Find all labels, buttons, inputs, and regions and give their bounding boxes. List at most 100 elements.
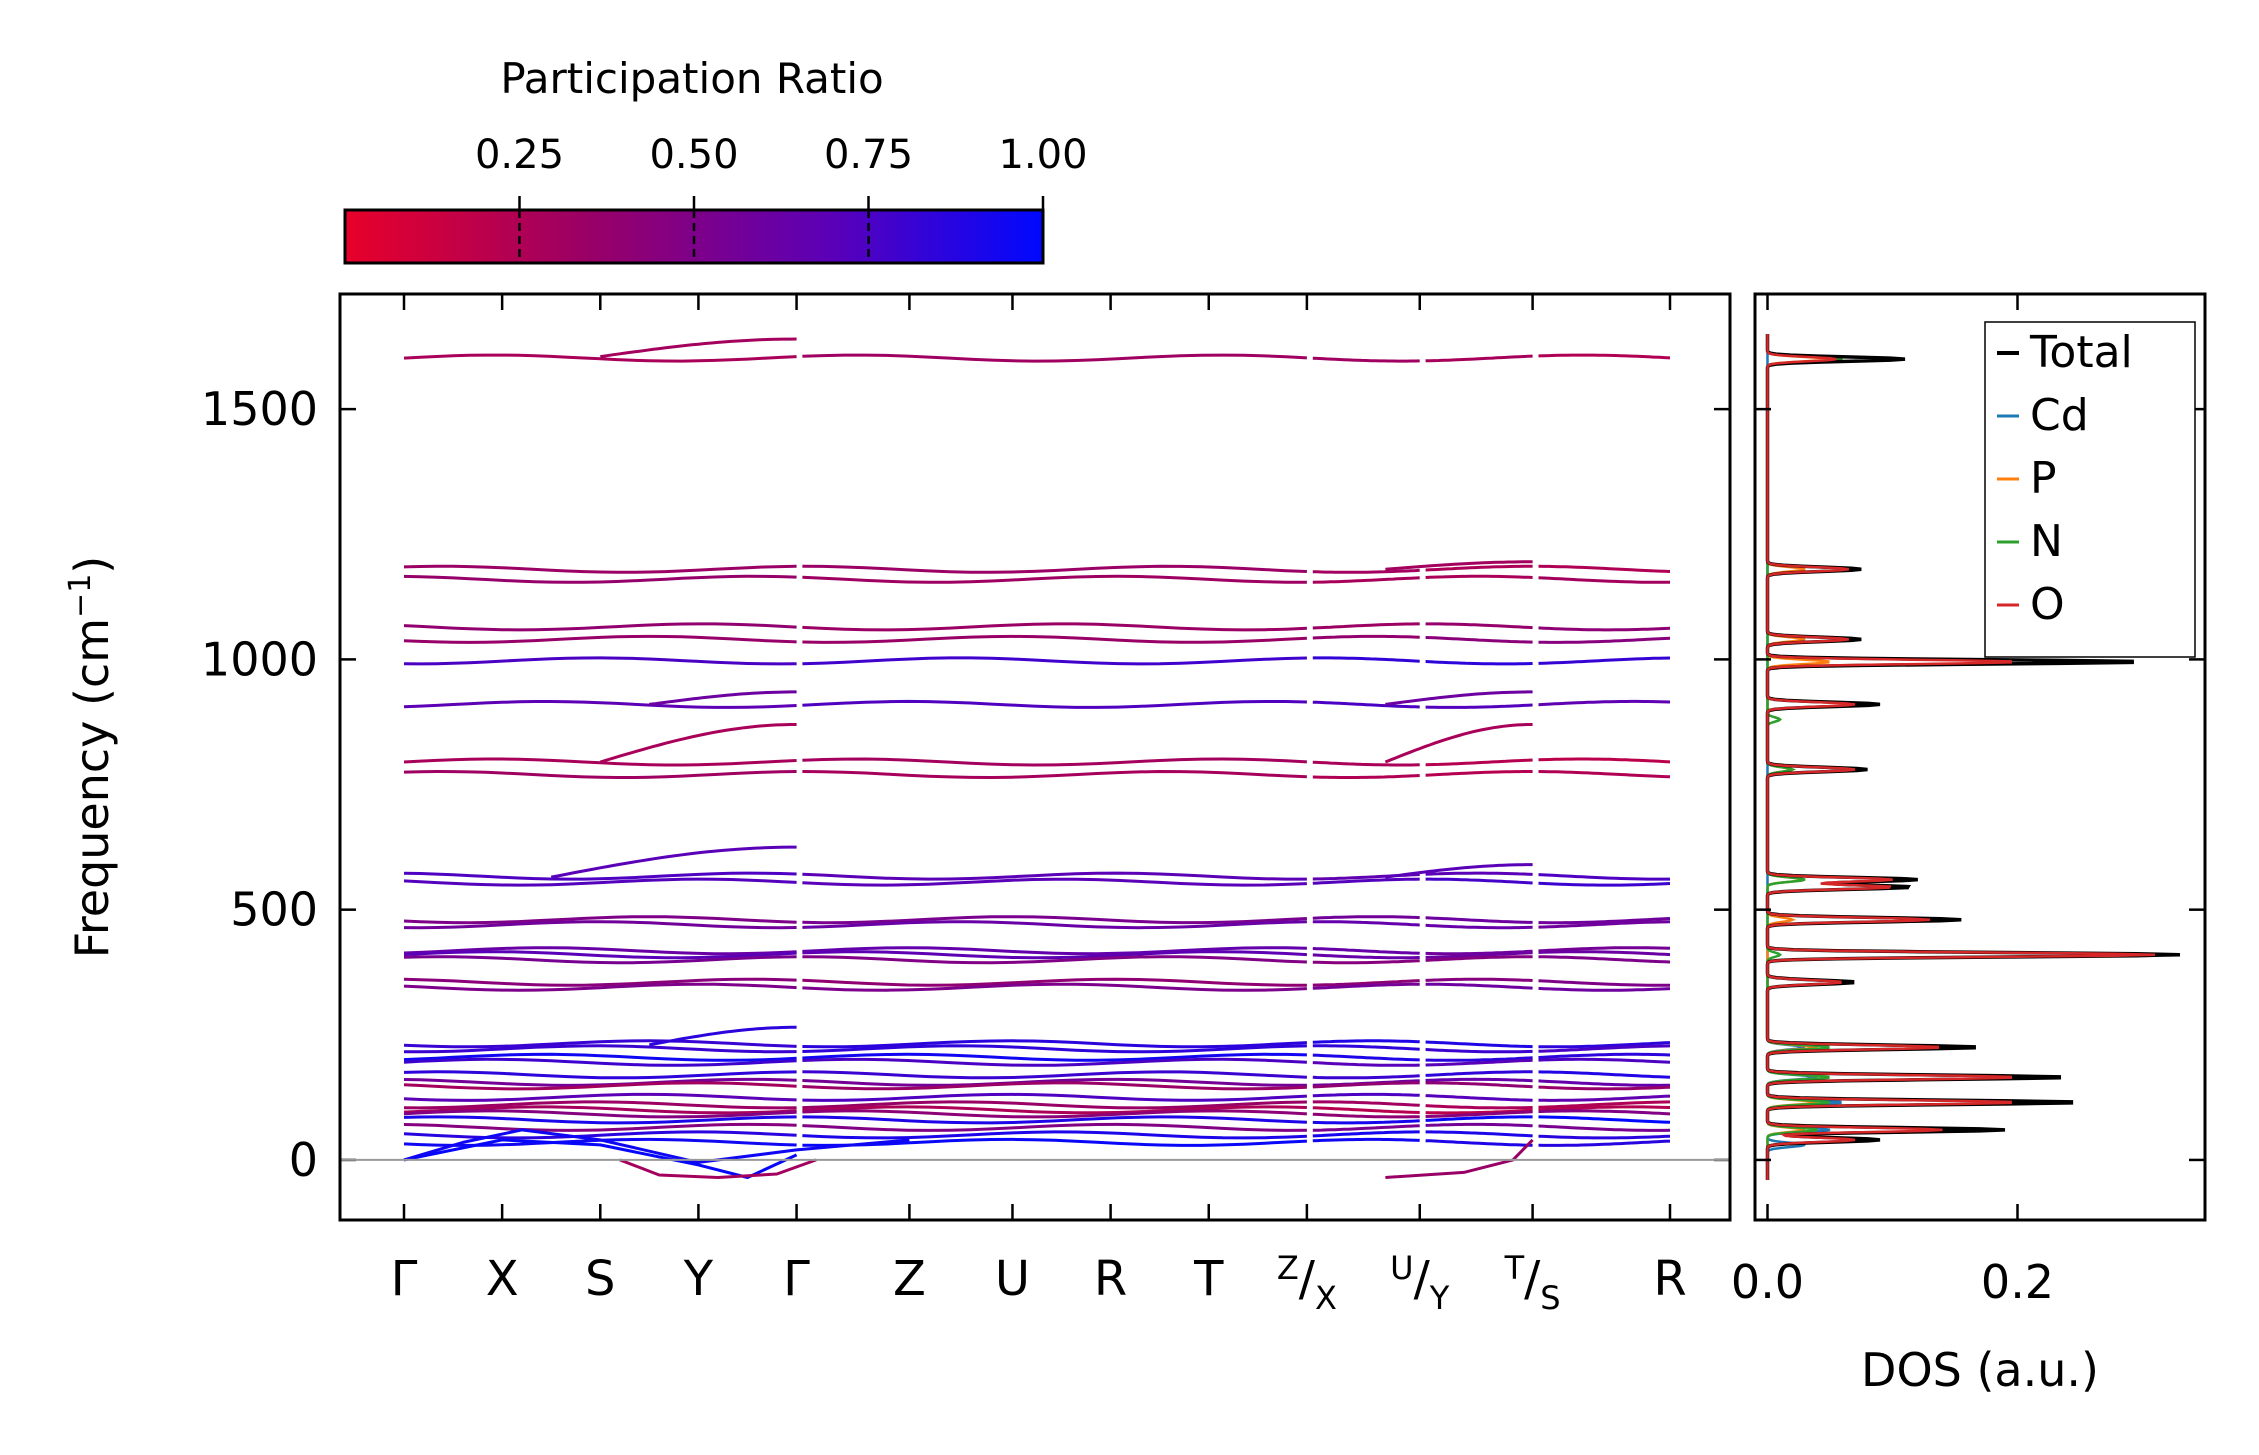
band-line-dispersive [1385,863,1533,879]
band-line [802,1109,1307,1119]
legend-label: Cd [2030,390,2089,441]
band-line-dispersive [550,845,797,879]
band-line [1312,1100,1420,1107]
band-line [802,915,1307,925]
band-line [1538,1079,1670,1087]
band-line [802,757,1307,767]
colorbar-tick-label: 0.75 [824,132,913,178]
band-line [1538,1115,1671,1124]
band-line [1312,979,1420,987]
band-line [1312,760,1420,767]
band-line [403,656,797,666]
band-line [1425,1058,1533,1067]
legend-label: N [2030,516,2063,567]
band-line [1538,917,1671,925]
band-line [1425,622,1533,630]
band-line [1425,951,1533,959]
band-line [802,1100,1307,1110]
band-line [802,1092,1307,1102]
dos-x-tick-label: 0.2 [1981,1255,2054,1309]
band-line [802,564,1307,574]
band-line [802,1052,1307,1062]
band-line [403,915,797,925]
y-axis-label: Frequency (cm−1) [63,556,119,959]
k-point-label: T [1193,1251,1224,1307]
band-line [1425,1130,1533,1138]
band-line [1312,1124,1420,1132]
band-line [802,1070,1307,1080]
colorbar-title: Participation Ratio [500,54,883,103]
colorbar-ticks: 0.25 0.50 0.75 1.00 [475,132,1088,263]
band-line [1425,916,1533,924]
k-point-label: X [486,1251,519,1307]
band-line [1425,636,1533,644]
band-line [403,1115,797,1125]
band-line [1425,871,1533,876]
band-line [1538,576,1670,584]
band-line [1538,920,1671,929]
band-line [802,955,1307,965]
band-line [1425,1048,1533,1054]
band-line [1538,1139,1671,1147]
band-structure-panel: 0 500 1000 1500 Γ X S Y Γ Z U R T Z/X U/Y T/S R Frequenc… [63,292,1732,1317]
band-line [1538,955,1671,964]
band-line [1312,1081,1420,1089]
band-line [403,950,797,960]
band-line [403,574,797,584]
band-line [1538,1105,1671,1112]
legend-box [1984,321,2196,658]
band-line [1538,1041,1671,1049]
band-line [1538,1070,1671,1079]
band-line [403,1039,797,1049]
band-line [403,871,797,881]
band-line [1538,353,1671,360]
band-line [403,622,797,632]
band-line [802,699,1307,709]
band-line [1425,1077,1533,1083]
colorbar-tick-label: 0.25 [475,132,564,178]
band-line [1425,1070,1533,1077]
band-line [1425,354,1533,363]
dos-frame [1753,292,2207,1222]
band-line [1538,1094,1671,1102]
band-line [802,1081,1307,1091]
y-tick-label: 1000 [201,632,318,686]
band-line [1312,1053,1420,1062]
k-point-label: S [585,1251,615,1307]
band-line [1312,1092,1420,1098]
band-line [802,1077,1307,1087]
band-axes: 0 500 1000 1500 Γ X S Y Γ Z U R T Z/X U/Y T/S R [201,294,1730,1317]
band-line [1538,1100,1671,1109]
legend-label: O [2030,579,2065,630]
band-line [1425,955,1533,962]
band-line [1312,634,1420,640]
band-line [403,1081,797,1091]
band-line [1425,660,1533,666]
band-line [1425,1056,1533,1062]
band-line [1312,947,1420,955]
band-line [403,946,797,956]
band-line [1538,979,1670,987]
band-line [1312,982,1420,990]
band-line [802,1122,1307,1132]
band-line [1425,923,1533,930]
colorbar-tick-label: 1.00 [998,132,1087,178]
band-line [1312,1137,1420,1143]
dos-legend: Total Cd PNO [1984,321,2196,658]
band-line [1312,700,1420,709]
band-line [1538,656,1671,665]
band-line [1312,1061,1420,1067]
band-line [1312,1106,1420,1114]
band-line [1312,1112,1420,1119]
band-line-acoustic [619,1158,817,1179]
band-line [403,1105,797,1115]
k-point-label: U [995,1251,1030,1307]
band-line [1425,977,1533,982]
band-line [1312,576,1420,584]
band-line [802,769,1307,780]
band-line [1538,1052,1671,1059]
band-line-dispersive [649,690,797,706]
band-line [403,757,797,767]
band-line [1538,881,1671,887]
